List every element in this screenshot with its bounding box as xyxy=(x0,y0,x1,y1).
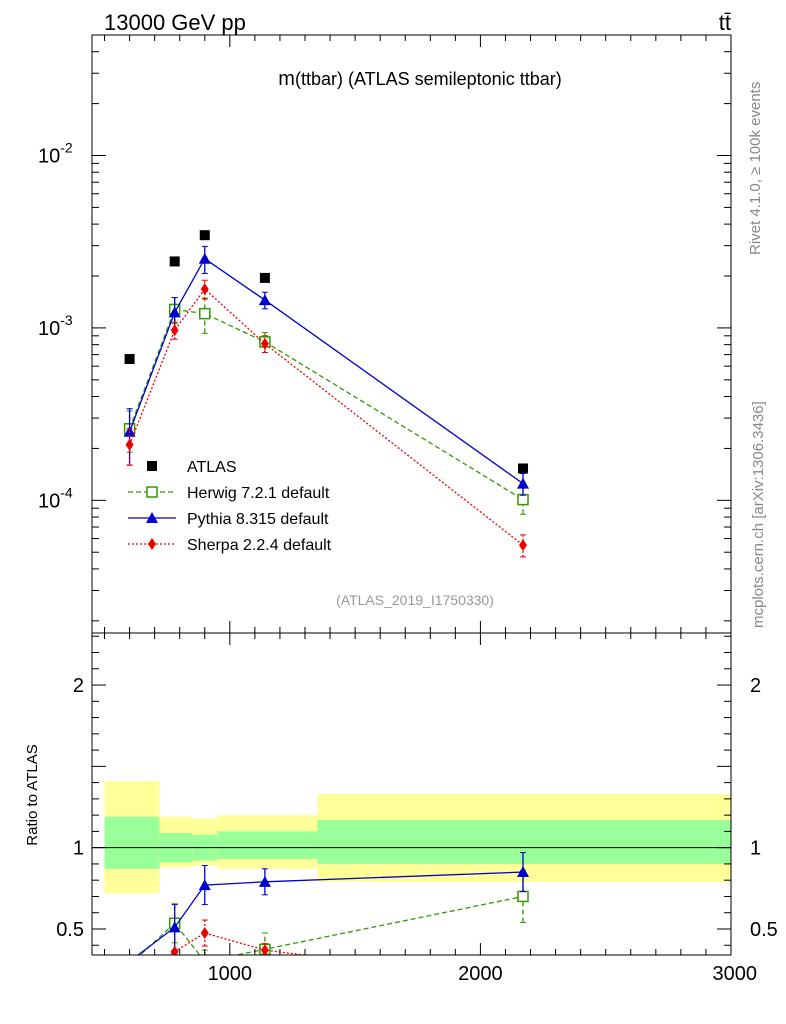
ratio-y-tick-label-right: 1 xyxy=(750,838,761,860)
x-tick-label: 3000 xyxy=(713,963,758,985)
main-atlas-point xyxy=(518,463,529,474)
main-pythia-line xyxy=(128,257,524,485)
main-y-tick-label: 10-2 xyxy=(38,140,73,168)
main-y-tick-label: 10-3 xyxy=(38,312,73,340)
ratio-sherpa-point xyxy=(126,972,134,984)
legend-sherpa-marker xyxy=(148,538,156,550)
analysis-watermark: (ATLAS_2019_I1750330) xyxy=(336,592,494,608)
ratio-sherpa-point xyxy=(260,944,269,955)
main-pythia-point xyxy=(198,252,211,264)
title-rest: (ttbar) (ATLAS semileptonic ttbar) xyxy=(295,69,562,89)
legend-pythia-label: Pythia 8.315 default xyxy=(187,511,329,528)
main-atlas-point xyxy=(259,272,270,283)
header-energy-label: 13000 GeV pp xyxy=(104,10,246,35)
main-sherpa-point xyxy=(170,324,179,337)
header-process-label: tt̄ xyxy=(719,10,731,35)
ratio-pythia-point xyxy=(517,866,530,878)
ratio-y-tick-label-left: 1 xyxy=(73,838,84,860)
ratio-pythia-line xyxy=(137,871,524,955)
ratio-pythia-point xyxy=(168,921,181,933)
ratio-y-tick-label-right: 0.5 xyxy=(750,919,778,941)
ratio-stat-band xyxy=(217,831,318,860)
legend-herwig-marker xyxy=(146,486,158,498)
title-prefix: m xyxy=(278,68,295,90)
main-sherpa-point xyxy=(200,283,209,296)
main-sherpa-point xyxy=(519,539,528,552)
legend-atlas-marker xyxy=(147,461,157,471)
main-atlas-point xyxy=(199,230,210,241)
main-y-tick-label: 10-4 xyxy=(38,484,73,512)
ratio-stat-band xyxy=(104,816,160,869)
main-sherpa-line xyxy=(128,288,524,546)
x-tick-label: 1000 xyxy=(208,963,253,985)
main-herwig-point xyxy=(199,307,211,320)
main-sherpa-point xyxy=(125,438,134,451)
main-pythia-point xyxy=(258,294,271,306)
ratio-sherpa-line xyxy=(167,932,309,955)
ratio-frame xyxy=(91,632,732,956)
main-atlas-point xyxy=(124,354,135,365)
ratio-y-tick-label-left: 0.5 xyxy=(56,919,84,941)
ratio-sherpa-point xyxy=(200,927,209,940)
ratio-y-tick-label-left: 2 xyxy=(73,675,84,697)
ratio-sherpa-point xyxy=(351,956,359,968)
ratio-sherpa-point xyxy=(170,945,179,955)
ratio-y-tick-label-right: 2 xyxy=(750,675,761,697)
rivet-version-label: Rivet 4.1.0, ≥ 100k events xyxy=(747,82,764,255)
legend-atlas-label: ATLAS xyxy=(187,459,237,476)
ratio-stat-band xyxy=(317,820,731,864)
ratio-pythia-point xyxy=(198,879,211,891)
x-tick-label: 2000 xyxy=(458,963,503,985)
ratio-pythia-point xyxy=(258,875,271,887)
main-pythia-point xyxy=(168,306,181,318)
legend: ATLAS Herwig 7.2.1 default Pythia 8.315 de… xyxy=(128,459,332,554)
ratio-herwig-point xyxy=(125,960,135,970)
ratio-herwig-point xyxy=(517,890,529,903)
mcplots-credit-label: mcplots.cern.ch [arXiv:1306.3436] xyxy=(750,401,767,628)
ratio-herwig-line xyxy=(139,895,524,955)
main-panel: m(ttbar) (ATLAS semileptonic ttbar) (ATL… xyxy=(38,34,732,634)
main-title: m(ttbar) (ATLAS semileptonic ttbar) xyxy=(278,68,561,90)
legend-pythia-marker xyxy=(146,512,158,523)
legend-sherpa-label: Sherpa 2.2.4 default xyxy=(187,537,332,554)
main-sherpa-point xyxy=(260,337,269,350)
main-atlas-point xyxy=(169,256,180,267)
ratio-panel: Ratio to ATLAS 0.5 0.5 1 1 2 2 1000 2000 3000 xyxy=(24,632,778,985)
ratio-pythia-point xyxy=(124,956,136,967)
legend-herwig-label: Herwig 7.2.1 default xyxy=(187,485,330,502)
main-herwig-point xyxy=(517,493,529,506)
ratio-ylabel: Ratio to ATLAS xyxy=(24,744,41,845)
main-pythia-point xyxy=(517,477,530,489)
